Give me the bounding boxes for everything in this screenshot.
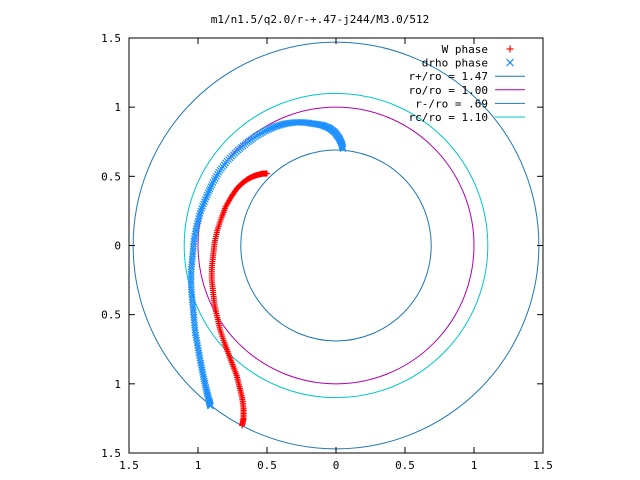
legend-label: r-/ro = .69 xyxy=(415,97,488,110)
legend-marker xyxy=(506,58,514,67)
data-point xyxy=(208,181,216,189)
data-point xyxy=(187,270,195,278)
y-tick-label: 1 xyxy=(114,378,121,391)
x-tick-label: 1.5 xyxy=(533,459,553,472)
legend-item: W phase xyxy=(442,43,514,56)
legend-item: r+/ro = 1.47 xyxy=(409,70,525,83)
x-tick-label: 0.5 xyxy=(395,459,415,472)
y-tick-label: 0.5 xyxy=(101,309,121,322)
data-point xyxy=(206,185,214,193)
data-point xyxy=(204,189,212,197)
circle-r-ro-69 xyxy=(240,149,432,342)
legend-label: ro/ro = 1.00 xyxy=(409,84,488,97)
data-point xyxy=(203,191,211,199)
phase-points xyxy=(187,118,347,429)
x-tick-label: 0 xyxy=(333,459,340,472)
legend-item: r-/ro = .69 xyxy=(415,97,525,110)
chart-title: m1/n1.5/q2.0/r-+.47-j244/M3.0/512 xyxy=(211,13,430,26)
y-tick-label: 1.5 xyxy=(101,447,121,460)
circle-ro-ro-1-00 xyxy=(197,106,475,385)
circle-rc-ro-1-10 xyxy=(183,92,489,399)
data-point xyxy=(205,187,213,195)
data-point xyxy=(187,268,195,276)
x-tick-label: 1.5 xyxy=(119,459,139,472)
legend-label: r+/ro = 1.47 xyxy=(409,70,488,83)
data-point xyxy=(239,422,246,429)
series-w-phase xyxy=(208,170,270,429)
data-point xyxy=(187,273,195,281)
axis-ticks: 1.5 1 0.5 0 0.5 1 1.51.510.500.511.5 xyxy=(101,32,553,472)
data-point xyxy=(187,278,195,286)
series-drho-phase xyxy=(187,118,347,410)
legend-label: rc/ro = 1.10 xyxy=(409,111,488,124)
y-tick-label: 0.5 xyxy=(101,170,121,183)
y-tick-label: 1 xyxy=(114,101,121,114)
legend-marker xyxy=(506,45,514,53)
legend-item: ro/ro = 1.00 xyxy=(409,84,525,97)
y-tick-label: 0 xyxy=(114,240,121,253)
data-point xyxy=(207,183,215,191)
x-tick-label: 1 xyxy=(471,459,478,472)
data-point xyxy=(187,275,195,283)
legend-item: rc/ro = 1.10 xyxy=(409,111,525,124)
legend-label: W phase xyxy=(442,43,488,56)
legend-item: drho phase xyxy=(422,57,514,70)
legend-label: drho phase xyxy=(422,57,488,70)
x-tick-label: 1 xyxy=(195,459,202,472)
data-point xyxy=(206,402,214,410)
x-tick-label: 0.5 xyxy=(257,459,277,472)
y-tick-label: 1.5 xyxy=(101,32,121,45)
